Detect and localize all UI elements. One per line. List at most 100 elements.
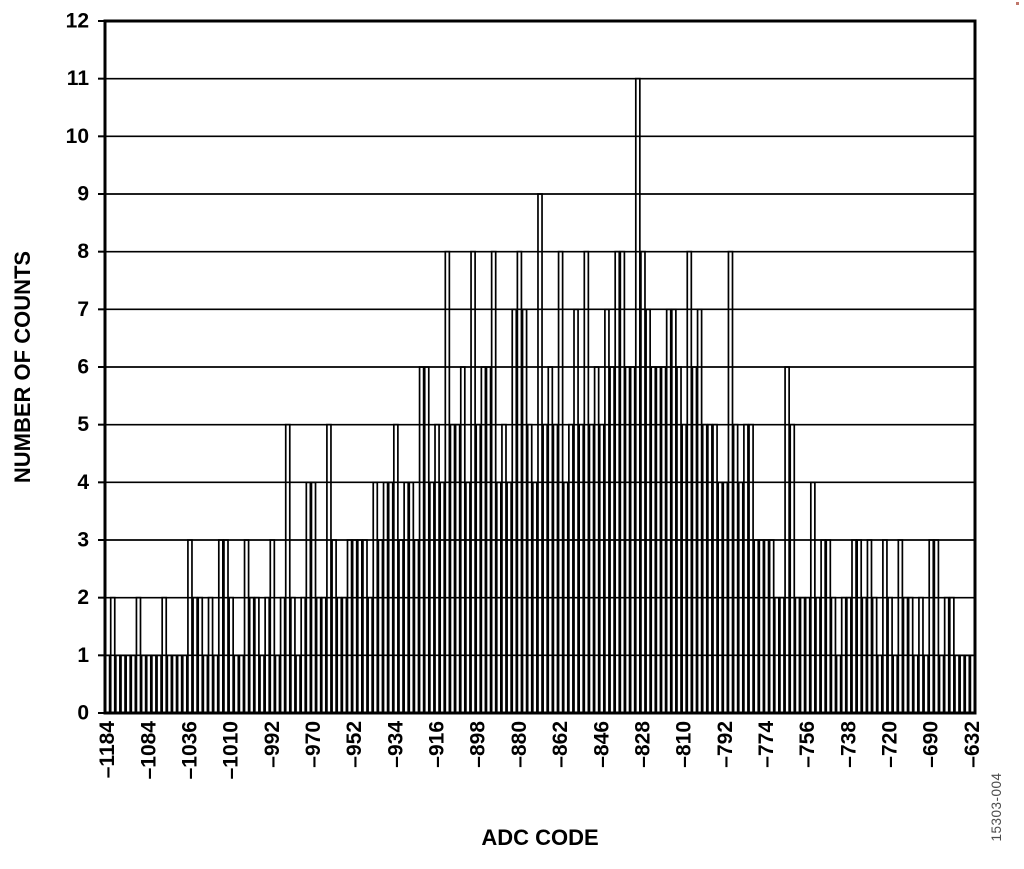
y-tick-label: 7	[77, 298, 89, 321]
histogram-bar	[753, 539, 760, 714]
histogram-bar	[223, 539, 229, 714]
y-tick-label: 9	[77, 183, 89, 206]
x-tick-label: –632	[961, 721, 984, 768]
histogram-bar	[526, 423, 533, 714]
histogram-bar	[187, 539, 193, 714]
histogram-bar	[233, 654, 240, 714]
histogram-bar	[876, 654, 883, 714]
histogram-bar	[521, 308, 528, 714]
x-tick-label: –970	[302, 721, 325, 768]
histogram-bar	[604, 308, 610, 714]
histogram-bar	[954, 654, 960, 714]
histogram-bar	[928, 539, 935, 714]
y-tick-label: 6	[77, 356, 89, 379]
y-tick-label: 10	[66, 125, 89, 148]
x-tick-label: –1036	[178, 721, 201, 779]
histogram-bar	[933, 539, 940, 714]
histogram-bar	[362, 539, 368, 714]
histogram-bar	[634, 77, 641, 714]
histogram-bar	[145, 654, 152, 714]
histogram-bar	[326, 423, 332, 714]
histogram-bar	[645, 308, 651, 714]
histogram-bar	[568, 423, 574, 714]
histogram-bar	[269, 539, 276, 714]
histogram-bar	[181, 654, 188, 714]
histogram-bar	[392, 423, 399, 714]
histogram-bar	[938, 654, 945, 714]
histogram-bar	[511, 308, 518, 714]
histogram-bar	[578, 423, 585, 714]
histogram-bar	[356, 539, 363, 714]
histogram-bar	[114, 654, 121, 714]
x-tick-label: –738	[837, 721, 860, 768]
x-tick-label: –810	[673, 721, 696, 768]
histogram-bar	[331, 539, 337, 714]
y-tick-label: 4	[77, 471, 89, 494]
histogram-bar	[758, 539, 765, 714]
histogram-bar	[501, 423, 507, 714]
histogram-bar	[151, 654, 157, 714]
x-tick-label: –1084	[137, 721, 160, 780]
histogram-bar	[681, 423, 688, 714]
histogram-bar	[542, 423, 549, 714]
histogram-bar	[243, 539, 250, 714]
histogram-bar	[670, 308, 677, 714]
histogram-bar	[768, 539, 775, 714]
histogram-bar	[866, 539, 873, 714]
y-tick-label: 12	[66, 10, 89, 33]
histogram-bar	[552, 423, 559, 714]
x-tick-label: –952	[343, 721, 366, 768]
histogram-bar	[284, 423, 291, 714]
gridlines-group	[105, 77, 975, 657]
histogram-bar	[140, 654, 147, 714]
y-tick-label: 8	[77, 240, 89, 263]
histogram-bar	[398, 539, 404, 714]
histogram-bar	[377, 539, 384, 714]
histogram-bar	[701, 423, 708, 714]
x-axis-labels-group: –1184 –1084 –1036 –1010 –992 –970 –952 –934 –916…	[96, 721, 984, 780]
histogram-bar	[449, 423, 456, 714]
x-tick-label: –846	[590, 721, 613, 768]
histogram-bar	[789, 423, 796, 714]
x-tick-label: –756	[796, 721, 819, 768]
histogram-bar	[763, 539, 770, 714]
histogram-bar	[959, 654, 966, 714]
y-tick-label: 0	[77, 702, 89, 725]
histogram-bar	[923, 654, 929, 714]
histogram-bar	[166, 654, 173, 714]
histogram-bar	[820, 539, 827, 714]
y-tick-label: 1	[77, 644, 89, 667]
x-tick-label: –898	[467, 721, 490, 768]
histogram-bar	[475, 423, 482, 714]
x-tick-label: –690	[920, 721, 943, 768]
histogram-bar	[835, 654, 842, 714]
x-tick-label: –880	[508, 721, 531, 768]
histogram-bar	[156, 654, 162, 714]
y-tick-label: 2	[77, 586, 89, 609]
histogram-bar	[573, 308, 579, 714]
histogram-bars-group	[104, 77, 976, 714]
x-tick-label: –720	[879, 721, 902, 768]
histogram-bar	[120, 654, 126, 714]
histogram-bar	[665, 308, 672, 714]
histogram-bar	[712, 423, 718, 714]
histogram-bar	[743, 423, 749, 714]
x-tick-label: –862	[549, 721, 572, 768]
x-tick-label: –916	[426, 721, 449, 768]
histogram-bar	[696, 308, 703, 714]
histogram-bar	[413, 539, 420, 714]
histogram-bar	[748, 423, 754, 714]
histogram-bar	[882, 539, 888, 714]
histogram-bar	[964, 654, 971, 714]
histogram-bar	[238, 654, 245, 714]
histogram-bar	[892, 654, 899, 714]
histogram-bar	[856, 539, 863, 714]
histogram-bar	[351, 539, 358, 714]
histogram-bar	[897, 539, 904, 714]
y-axis-title: NUMBER OF COUNTS	[10, 251, 35, 483]
histogram-bar	[825, 539, 832, 714]
histogram-bar	[598, 423, 605, 714]
